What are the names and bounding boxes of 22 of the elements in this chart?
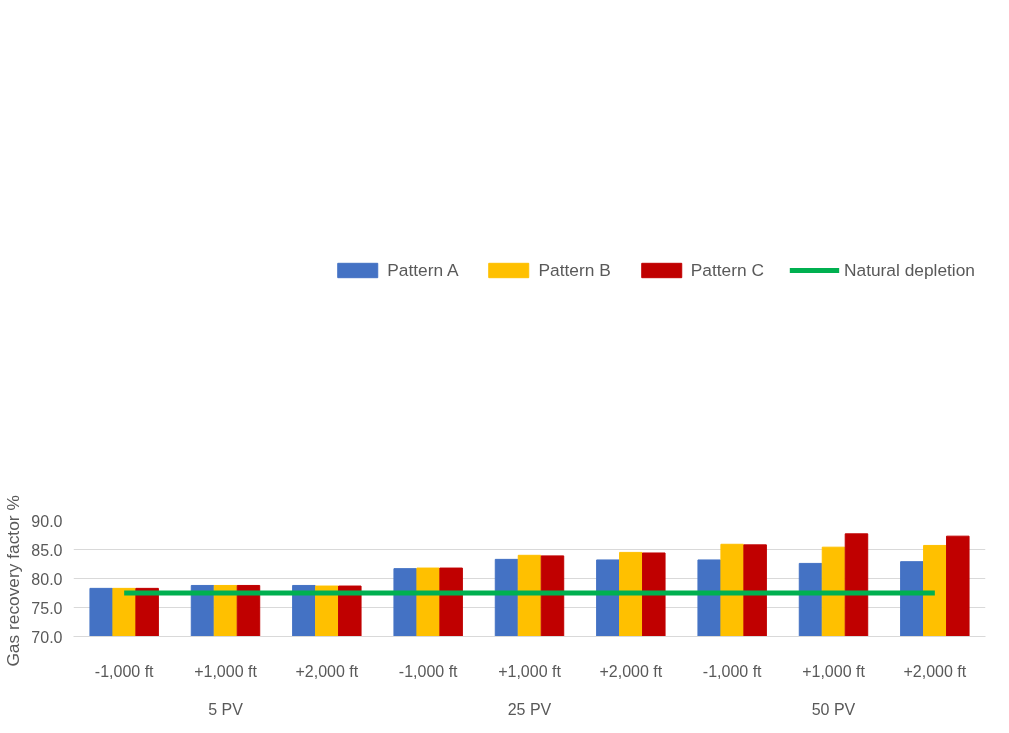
legend-label: Pattern C bbox=[690, 259, 764, 281]
y-tick-label: 85.0 bbox=[31, 541, 63, 559]
y-tick-label: 80.0 bbox=[31, 570, 63, 588]
x-tick-label: +1,000 ft bbox=[802, 662, 866, 680]
x-tick-label: +2,000 ft bbox=[599, 662, 663, 680]
text: 50 PV bbox=[811, 700, 856, 718]
legend-label: Pattern B bbox=[538, 259, 611, 281]
legend-label: Natural depletion bbox=[843, 259, 975, 281]
text: 25 PV bbox=[507, 700, 552, 718]
y-tick-label: 75.0 bbox=[31, 599, 63, 617]
y-axis-title: Gas recovery factor % bbox=[3, 495, 24, 667]
y-tick-label: 70.0 bbox=[31, 628, 63, 646]
x-tick-label: +1,000 ft bbox=[498, 662, 562, 680]
text: 5 PV bbox=[208, 700, 244, 718]
x-tick-label: +2,000 ft bbox=[903, 662, 967, 680]
x-tick-label: +1,000 ft bbox=[194, 662, 258, 680]
x-tick-label: -1,000 ft bbox=[94, 662, 155, 680]
x-tick-label: -1,000 ft bbox=[702, 662, 763, 680]
x-tick-label: +2,000 ft bbox=[295, 662, 359, 680]
y-tick-label: 90.0 bbox=[31, 512, 63, 530]
x-tick-label: -1,000 ft bbox=[398, 662, 459, 680]
legend-label: Pattern A bbox=[387, 259, 459, 281]
